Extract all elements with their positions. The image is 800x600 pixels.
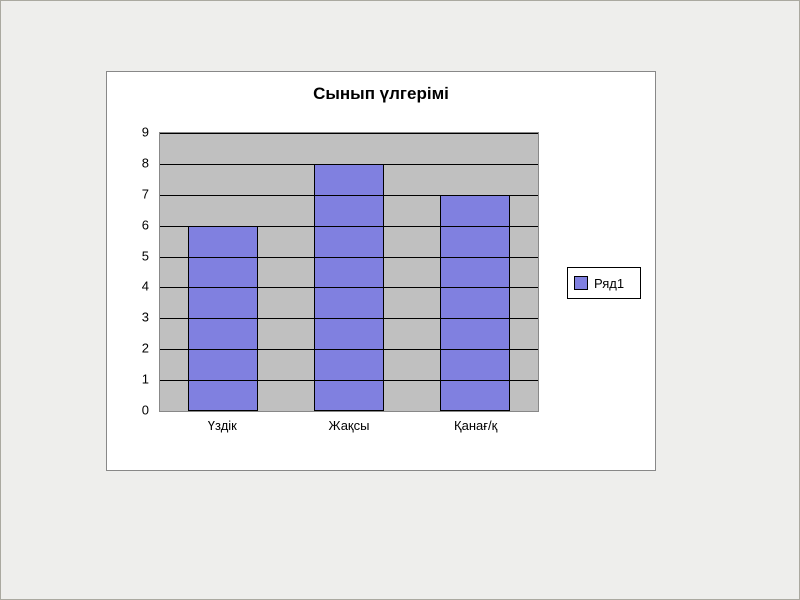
x-tick-label: Үздік xyxy=(159,418,286,433)
gridline xyxy=(160,257,538,258)
plot-area xyxy=(159,132,539,412)
x-tick-label: Қанағ/қ xyxy=(412,418,539,433)
gridline xyxy=(160,164,538,165)
bar xyxy=(440,195,509,411)
legend-swatch xyxy=(574,276,588,290)
legend-label: Ряд1 xyxy=(594,276,624,291)
y-tick-label: 9 xyxy=(109,125,149,140)
x-axis: ҮздікЖақсыҚанағ/қ xyxy=(159,418,539,433)
gridline xyxy=(160,133,538,134)
gridline xyxy=(160,226,538,227)
y-tick-label: 3 xyxy=(109,310,149,325)
y-tick-label: 1 xyxy=(109,372,149,387)
chart-body: 0 1 2 3 4 5 6 7 8 9 ҮздікЖақсыҚанағ/қ Ряд1 xyxy=(107,122,655,470)
gridline xyxy=(160,380,538,381)
bar-slot xyxy=(412,133,538,411)
gridline xyxy=(160,349,538,350)
gridline xyxy=(160,287,538,288)
y-tick-label: 0 xyxy=(109,403,149,418)
y-tick-label: 7 xyxy=(109,186,149,201)
gridline xyxy=(160,318,538,319)
y-tick-label: 8 xyxy=(109,155,149,170)
chart-frame: Сынып үлгерімі 0 1 2 3 4 5 6 7 8 9 ҮздікЖақсыҚана… xyxy=(106,71,656,471)
y-tick-label: 4 xyxy=(109,279,149,294)
y-tick-label: 6 xyxy=(109,217,149,232)
y-tick-label: 2 xyxy=(109,341,149,356)
bar-slot xyxy=(286,133,412,411)
bars-container xyxy=(160,133,538,411)
slide-canvas: Сынып үлгерімі 0 1 2 3 4 5 6 7 8 9 ҮздікЖақсыҚана… xyxy=(0,0,800,600)
y-tick-label: 5 xyxy=(109,248,149,263)
y-axis: 0123456789 xyxy=(107,132,155,412)
bar-slot xyxy=(160,133,286,411)
legend: Ряд1 xyxy=(567,267,641,299)
chart-title: Сынып үлгерімі xyxy=(107,72,655,104)
gridline xyxy=(160,195,538,196)
x-tick-label: Жақсы xyxy=(286,418,413,433)
